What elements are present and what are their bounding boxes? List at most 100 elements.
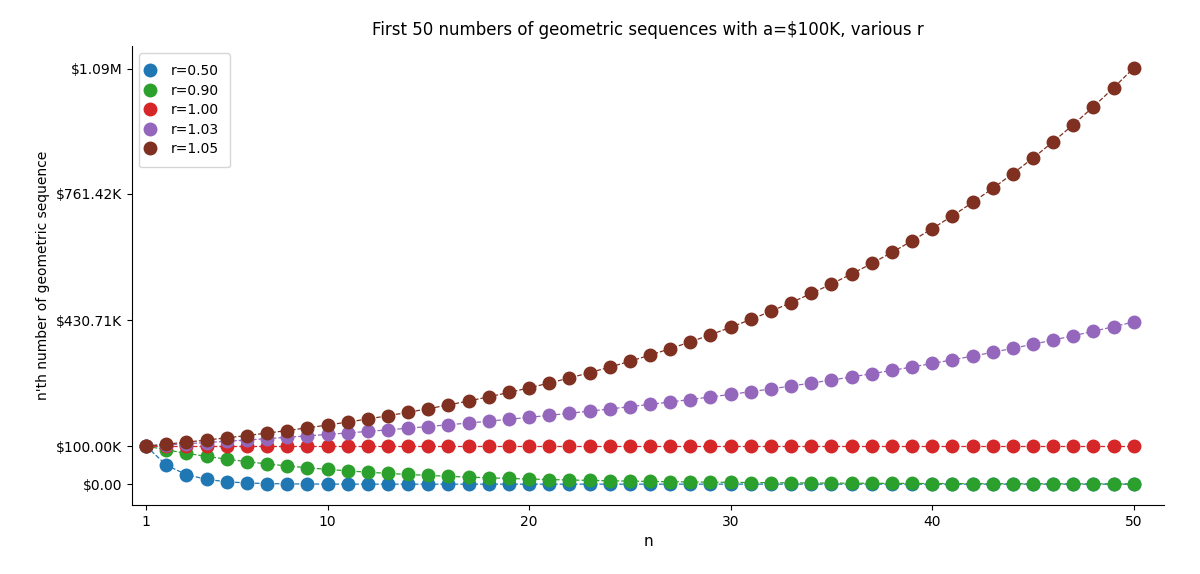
r=1.03 bbox=[139, 443, 154, 449]
r=0.50 bbox=[985, 480, 1000, 487]
r=1.00 bbox=[1026, 443, 1040, 449]
r=0.90 bbox=[582, 477, 596, 484]
r=0.90 bbox=[481, 474, 496, 481]
r=0.50 bbox=[502, 480, 516, 487]
r=1.03 bbox=[965, 352, 979, 359]
r=1.03 bbox=[643, 401, 658, 408]
r=0.50 bbox=[864, 480, 878, 487]
X-axis label: n: n bbox=[643, 534, 653, 549]
r=1.00 bbox=[864, 443, 878, 449]
r=1.03 bbox=[562, 410, 576, 417]
r=1.03 bbox=[542, 412, 557, 419]
r=1.05 bbox=[260, 430, 275, 437]
r=0.90 bbox=[240, 458, 254, 465]
r=1.03 bbox=[744, 388, 758, 395]
r=1.03 bbox=[845, 374, 859, 381]
r=1.05 bbox=[925, 225, 940, 232]
r=1.03 bbox=[481, 418, 496, 425]
r=1.05 bbox=[724, 324, 738, 331]
r=0.50 bbox=[240, 479, 254, 486]
r=1.00 bbox=[643, 443, 658, 449]
r=0.50 bbox=[1046, 480, 1061, 487]
r=1.00 bbox=[401, 443, 415, 449]
r=0.90 bbox=[804, 479, 818, 486]
r=1.03 bbox=[662, 398, 677, 405]
r=1.00 bbox=[884, 443, 899, 449]
r=0.90 bbox=[824, 480, 839, 487]
r=1.00 bbox=[442, 443, 456, 449]
r=0.50 bbox=[361, 480, 376, 487]
r=0.50 bbox=[481, 480, 496, 487]
r=0.90 bbox=[1046, 480, 1061, 487]
r=1.03 bbox=[582, 408, 596, 414]
r=0.50 bbox=[341, 480, 355, 487]
r=0.50 bbox=[1066, 480, 1080, 487]
r=1.03 bbox=[442, 421, 456, 428]
r=1.00 bbox=[763, 443, 778, 449]
r=1.00 bbox=[946, 443, 960, 449]
r=0.50 bbox=[220, 478, 234, 485]
r=0.50 bbox=[623, 480, 637, 487]
r=1.03 bbox=[380, 426, 395, 433]
r=1.00 bbox=[280, 443, 294, 449]
r=0.50 bbox=[562, 480, 576, 487]
r=0.90 bbox=[623, 478, 637, 484]
r=0.90 bbox=[1066, 480, 1080, 487]
r=1.03 bbox=[724, 391, 738, 398]
r=1.00 bbox=[1066, 443, 1080, 449]
r=0.50 bbox=[1026, 480, 1040, 487]
r=1.05 bbox=[582, 369, 596, 376]
r=0.50 bbox=[179, 471, 193, 478]
r=1.00 bbox=[985, 443, 1000, 449]
r=0.50 bbox=[1086, 480, 1100, 487]
r=1.00 bbox=[905, 443, 919, 449]
r=1.05 bbox=[481, 393, 496, 400]
r=1.03 bbox=[179, 440, 193, 447]
r=1.00 bbox=[965, 443, 979, 449]
r=1.00 bbox=[623, 443, 637, 449]
r=1.03 bbox=[300, 432, 314, 439]
r=1.05 bbox=[643, 352, 658, 359]
r=1.03 bbox=[401, 425, 415, 432]
r=1.03 bbox=[1127, 319, 1141, 325]
r=1.05 bbox=[300, 424, 314, 431]
Legend: r=0.50, r=0.90, r=1.00, r=1.03, r=1.05: r=0.50, r=0.90, r=1.00, r=1.03, r=1.05 bbox=[139, 53, 230, 167]
r=1.00 bbox=[582, 443, 596, 449]
r=0.90 bbox=[361, 469, 376, 476]
r=0.50 bbox=[1127, 480, 1141, 487]
r=1.05 bbox=[703, 331, 718, 338]
r=0.50 bbox=[421, 480, 436, 487]
r=0.90 bbox=[562, 476, 576, 483]
r=0.50 bbox=[683, 480, 697, 487]
r=1.03 bbox=[1026, 341, 1040, 348]
r=1.05 bbox=[864, 260, 878, 267]
r=0.50 bbox=[462, 480, 476, 487]
r=0.50 bbox=[845, 480, 859, 487]
r=0.50 bbox=[582, 480, 596, 487]
r=1.00 bbox=[1006, 443, 1020, 449]
r=0.90 bbox=[662, 478, 677, 485]
r=1.03 bbox=[260, 435, 275, 442]
r=1.03 bbox=[361, 428, 376, 435]
r=0.90 bbox=[421, 472, 436, 479]
r=0.90 bbox=[1006, 480, 1020, 487]
r=0.50 bbox=[320, 480, 335, 487]
r=1.05 bbox=[220, 435, 234, 441]
r=1.00 bbox=[1127, 443, 1141, 449]
r=1.03 bbox=[1106, 323, 1121, 330]
r=1.00 bbox=[1106, 443, 1121, 449]
r=1.05 bbox=[683, 339, 697, 346]
r=1.00 bbox=[481, 443, 496, 449]
r=1.05 bbox=[160, 441, 174, 448]
r=0.90 bbox=[602, 478, 617, 484]
r=1.03 bbox=[985, 349, 1000, 356]
r=1.00 bbox=[320, 443, 335, 449]
r=1.00 bbox=[784, 443, 798, 449]
r=1.05 bbox=[562, 375, 576, 382]
r=0.50 bbox=[401, 480, 415, 487]
Line: r=0.90: r=0.90 bbox=[140, 440, 1140, 490]
Y-axis label: n'th number of geometric sequence: n'th number of geometric sequence bbox=[36, 151, 50, 400]
r=1.03 bbox=[884, 367, 899, 374]
r=1.05 bbox=[1026, 154, 1040, 161]
r=1.05 bbox=[1106, 84, 1121, 91]
